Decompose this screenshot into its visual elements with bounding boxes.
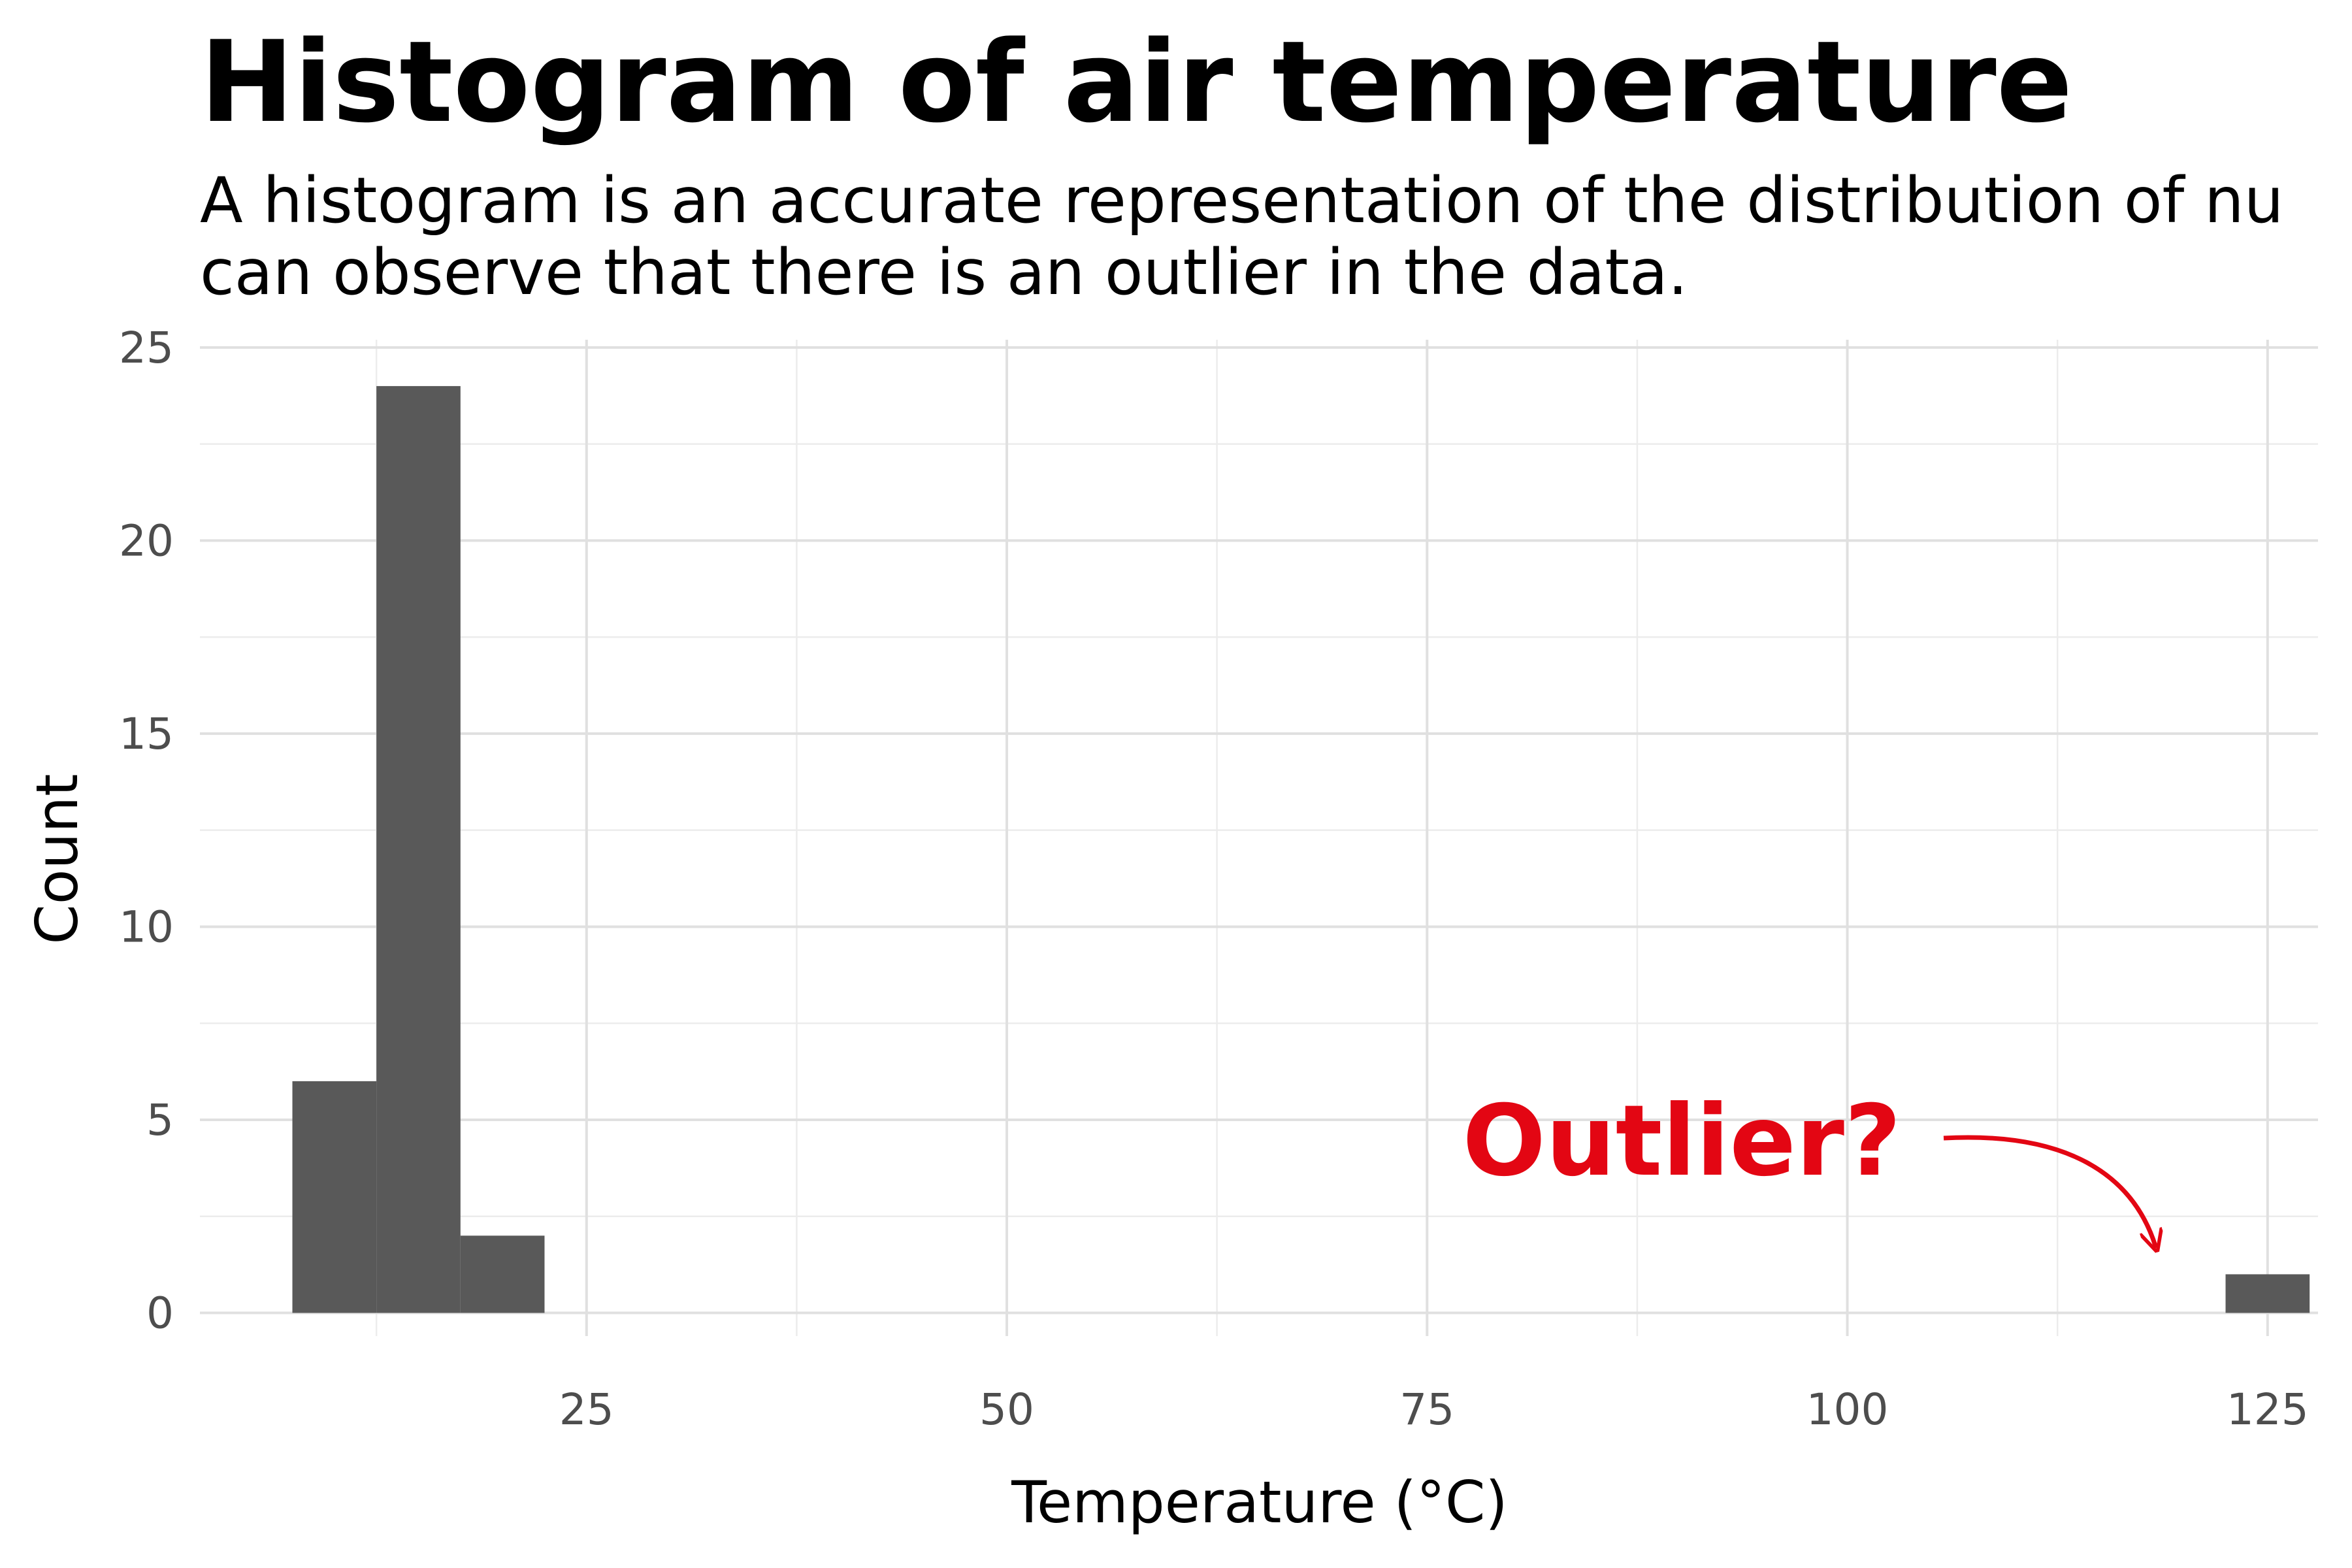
- y-tick-label-25: 25: [119, 323, 174, 373]
- histogram-bar-2: [460, 1235, 545, 1313]
- y-axis-ticks: 0 5 10 15 20 25: [119, 323, 174, 1339]
- outlier-label: Outlier?: [1462, 1085, 1901, 1198]
- outlier-arrow: [1943, 1135, 2156, 1248]
- y-tick-label-5: 5: [146, 1095, 174, 1145]
- x-axis-ticks: 25 50 75 100 125: [559, 1384, 2309, 1435]
- chart-subtitle-line-2: can observe that there is an outlier in …: [200, 236, 1688, 309]
- histogram-bar-0: [292, 1081, 377, 1313]
- y-tick-label-15: 15: [119, 709, 174, 759]
- x-tick-label-125: 125: [2227, 1384, 2309, 1435]
- x-tick-label-25: 25: [559, 1384, 614, 1435]
- x-tick-label-50: 50: [979, 1384, 1034, 1435]
- outlier-annotation: Outlier?: [1462, 1085, 2156, 1248]
- x-axis-title: Temperature (°C): [1011, 1469, 1508, 1536]
- x-tick-label-75: 75: [1399, 1384, 1454, 1435]
- y-tick-label-10: 10: [119, 902, 174, 952]
- grid-lines: [200, 340, 2318, 1336]
- histogram-bar-1: [376, 385, 461, 1313]
- chart-title: Histogram of air temperature: [200, 16, 2072, 148]
- histogram-bars: [292, 385, 2310, 1313]
- y-tick-label-20: 20: [119, 515, 174, 566]
- histogram-bar-3: [2225, 1274, 2310, 1313]
- y-tick-label-0: 0: [146, 1288, 174, 1339]
- chart-subtitle-line-1: A histogram is an accurate representatio…: [200, 164, 2284, 237]
- x-tick-label-100: 100: [1806, 1384, 1889, 1435]
- y-axis-title: Count: [24, 774, 91, 944]
